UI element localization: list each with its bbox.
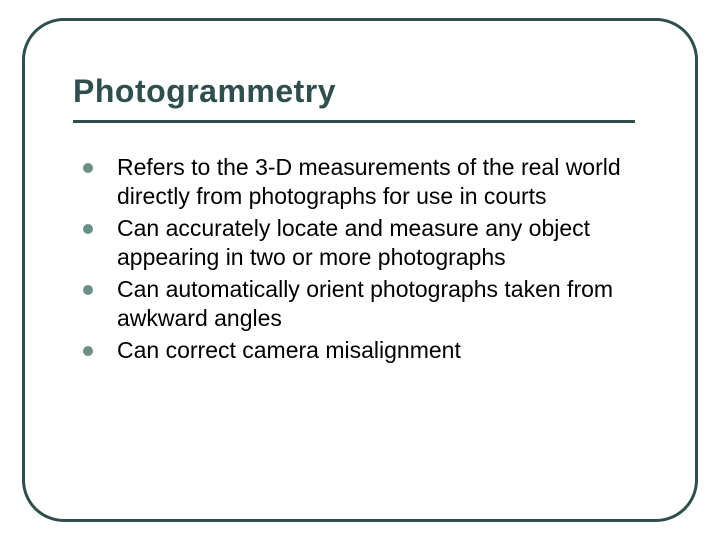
bullet-icon xyxy=(83,285,93,295)
list-item: Can automatically orient photographs tak… xyxy=(83,275,641,334)
bullet-icon xyxy=(83,224,93,234)
list-item: Can accurately locate and measure any ob… xyxy=(83,214,641,273)
list-item: Refers to the 3-D measurements of the re… xyxy=(83,153,641,212)
slide-title: Photogrammetry xyxy=(73,73,635,116)
list-item-text: Can automatically orient photographs tak… xyxy=(117,275,641,334)
bullet-list: Refers to the 3-D measurements of the re… xyxy=(83,153,641,367)
title-block: Photogrammetry xyxy=(73,73,635,123)
slide-frame: Photogrammetry Refers to the 3-D measure… xyxy=(22,18,698,522)
title-underline xyxy=(73,120,635,123)
list-item: Can correct camera misalignment xyxy=(83,336,641,365)
list-item-text: Can correct camera misalignment xyxy=(117,336,641,365)
list-item-text: Refers to the 3-D measurements of the re… xyxy=(117,153,641,212)
bullet-icon xyxy=(83,346,93,356)
list-item-text: Can accurately locate and measure any ob… xyxy=(117,214,641,273)
bullet-icon xyxy=(83,163,93,173)
